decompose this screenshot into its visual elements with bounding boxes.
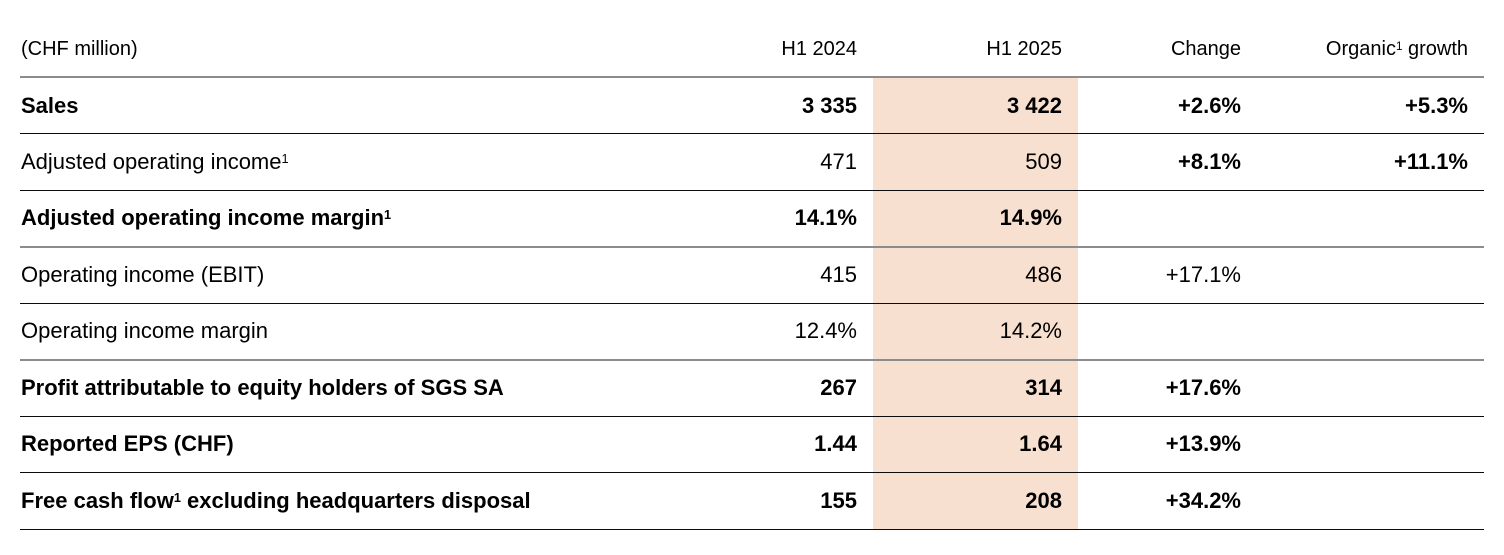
table-row: Free cash flow1 excluding headquarters d…	[20, 472, 1484, 530]
value-organic-growth	[1257, 359, 1484, 417]
value-change: +13.9%	[1078, 416, 1257, 473]
value-h1-2025: 509	[873, 133, 1078, 191]
value-change: +17.6%	[1078, 359, 1257, 417]
value-organic-growth	[1257, 416, 1484, 473]
financial-results-page: (CHF million) H1 2024 H1 2025 Change Org…	[20, 0, 1484, 530]
row-label: Reported EPS (CHF)	[20, 416, 680, 473]
row-label: Profit attributable to equity holders of…	[20, 359, 680, 417]
value-h1-2025: 486	[873, 246, 1078, 304]
row-label: Sales	[20, 77, 680, 134]
value-organic-growth: +11.1%	[1257, 133, 1484, 191]
value-h1-2025: 208	[873, 472, 1078, 530]
row-label: Adjusted operating income1	[20, 133, 680, 191]
value-organic-growth	[1257, 246, 1484, 304]
value-h1-2025: 3 422	[873, 77, 1078, 134]
value-organic-growth	[1257, 190, 1484, 248]
row-label: Free cash flow1 excluding headquarters d…	[20, 472, 680, 530]
col-header-unit: (CHF million)	[20, 0, 680, 78]
value-change: +34.2%	[1078, 472, 1257, 530]
value-change	[1078, 303, 1257, 361]
results-table: (CHF million) H1 2024 H1 2025 Change Org…	[20, 0, 1484, 530]
col-header-change: Change	[1078, 0, 1257, 78]
table-row: Reported EPS (CHF) 1.44 1.64 +13.9%	[20, 416, 1484, 473]
value-h1-2024: 267	[680, 359, 873, 417]
table-row: Sales 3 335 3 422 +2.6% +5.3%	[20, 77, 1484, 134]
value-h1-2024: 14.1%	[680, 190, 873, 248]
value-change: +8.1%	[1078, 133, 1257, 191]
value-h1-2024: 415	[680, 246, 873, 304]
table-row: Operating income margin 12.4% 14.2%	[20, 303, 1484, 361]
header-row: (CHF million) H1 2024 H1 2025 Change Org…	[20, 0, 1484, 78]
col-header-h1-2025: H1 2025	[873, 0, 1078, 78]
table-row: Adjusted operating income1 471 509 +8.1%…	[20, 133, 1484, 191]
table-row: Adjusted operating income margin1 14.1% …	[20, 190, 1484, 248]
value-h1-2024: 3 335	[680, 77, 873, 134]
value-organic-growth	[1257, 303, 1484, 361]
row-label: Adjusted operating income margin1	[20, 190, 680, 248]
value-h1-2025: 314	[873, 359, 1078, 417]
value-change	[1078, 190, 1257, 248]
value-h1-2024: 12.4%	[680, 303, 873, 361]
row-label: Operating income margin	[20, 303, 680, 361]
col-header-organic-growth: Organic1 growth	[1257, 0, 1484, 78]
table-row: Operating income (EBIT) 415 486 +17.1%	[20, 246, 1484, 304]
row-label: Operating income (EBIT)	[20, 246, 680, 304]
value-h1-2024: 471	[680, 133, 873, 191]
value-change: +2.6%	[1078, 77, 1257, 134]
value-h1-2025: 14.9%	[873, 190, 1078, 248]
col-header-h1-2024: H1 2024	[680, 0, 873, 78]
value-h1-2025: 14.2%	[873, 303, 1078, 361]
value-change: +17.1%	[1078, 246, 1257, 304]
table-body: Sales 3 335 3 422 +2.6% +5.3% Adjusted o…	[20, 77, 1484, 530]
value-organic-growth	[1257, 472, 1484, 530]
value-organic-growth: +5.3%	[1257, 77, 1484, 134]
value-h1-2024: 1.44	[680, 416, 873, 473]
table-row: Profit attributable to equity holders of…	[20, 359, 1484, 417]
value-h1-2024: 155	[680, 472, 873, 530]
value-h1-2025: 1.64	[873, 416, 1078, 473]
